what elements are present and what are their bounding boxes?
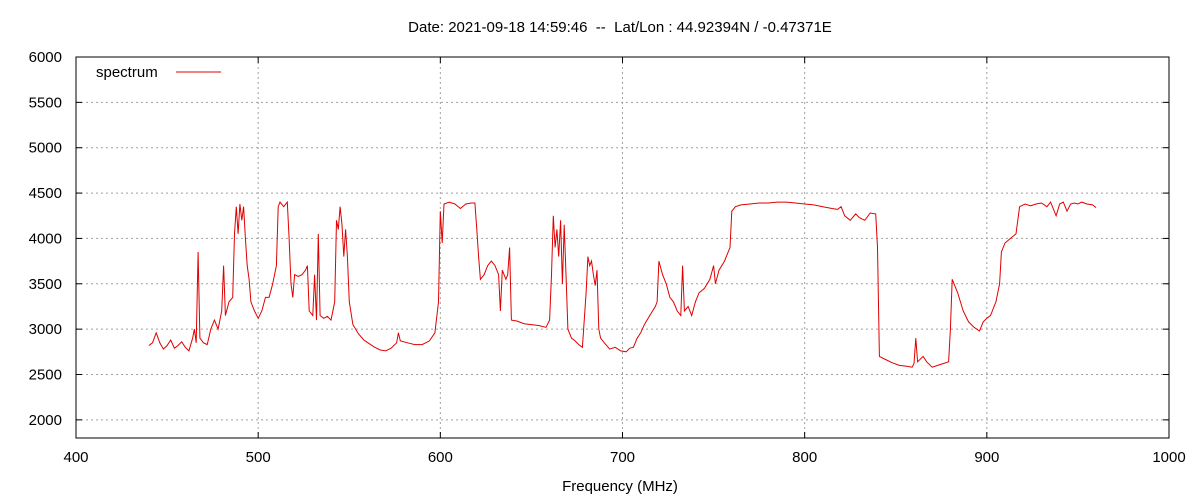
y-tick-label: 5500 — [29, 94, 62, 111]
x-tick-label: 600 — [428, 449, 453, 466]
grid — [76, 57, 1169, 438]
x-tick-label: 700 — [610, 449, 635, 466]
y-tick-label: 3500 — [29, 276, 62, 293]
y-tick-label: 4000 — [29, 230, 62, 247]
x-tick-label: 1000 — [1152, 449, 1185, 466]
axis-ticks — [75, 56, 1170, 438]
series-layer — [148, 200, 1097, 368]
y-tick-label: 5000 — [29, 140, 62, 157]
y-tick-label: 2500 — [29, 367, 62, 384]
y-tick-label: 6000 — [29, 49, 62, 66]
x-tick-label: 900 — [974, 449, 999, 466]
x-tick-label: 800 — [792, 449, 817, 466]
x-tick-label: 500 — [246, 449, 271, 466]
legend-label-spectrum: spectrum — [96, 64, 158, 81]
y-axis-tick-labels: 2000 2500 3000 3500 4000 4500 5000 5500 6000 — [29, 49, 62, 429]
x-axis-title: Frequency (MHz) — [562, 478, 678, 495]
chart-title: Date: 2021-09-18 14:59:46 -- Lat/Lon : 4… — [408, 19, 832, 36]
y-tick-label: 2000 — [29, 412, 62, 429]
legend: spectrum — [96, 64, 221, 81]
series-line-spectrum — [148, 200, 1097, 368]
x-tick-label: 400 — [63, 449, 88, 466]
y-tick-label: 3000 — [29, 321, 62, 338]
y-tick-label: 4500 — [29, 185, 62, 202]
x-axis-tick-labels: 400 500 600 700 800 900 1000 — [63, 449, 1185, 466]
